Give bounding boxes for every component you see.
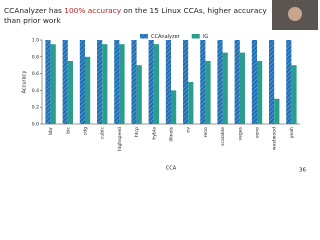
bar [291, 65, 297, 124]
bar [234, 40, 240, 124]
bar [239, 52, 245, 124]
x-tick-label: highspeed [117, 127, 123, 151]
slide-title-line2: than prior work [4, 16, 61, 25]
bar [79, 40, 85, 124]
x-tick-label: cdg [83, 127, 89, 135]
bar [136, 65, 142, 124]
x-tick-label: bic [65, 127, 71, 134]
page-number: 36 [299, 168, 306, 174]
bar [200, 40, 206, 124]
bar [85, 56, 91, 124]
title-highlight: 100% accuracy [64, 6, 121, 15]
x-axis-label: CCA [166, 166, 177, 172]
x-tick-label: westwood [272, 127, 278, 150]
y-tick-label: 0.4 [32, 88, 39, 94]
bar [188, 82, 194, 124]
bar [286, 40, 292, 124]
legend-swatch [140, 34, 148, 39]
bar [131, 40, 137, 124]
bar [148, 40, 154, 124]
bar [165, 40, 171, 124]
bar [97, 40, 103, 124]
bar [183, 40, 189, 124]
x-tick-label: vegas [238, 126, 243, 140]
bar [274, 98, 280, 124]
bar [205, 61, 211, 124]
slide: CCAnalyzer has 100% accuracy on the 15 L… [4, 0, 318, 174]
bar [171, 90, 177, 124]
page: CCAnalyzer has 100% accuracy on the 15 L… [4, 0, 318, 174]
bar [45, 40, 51, 124]
bar [102, 44, 108, 125]
x-tick-label: cubic [100, 127, 106, 140]
x-tick-label: illinois [169, 126, 175, 141]
legend-swatch [191, 34, 200, 39]
x-tick-label: bbr [48, 127, 54, 135]
slide-title: CCAnalyzer has 100% accuracy on the 15 L… [4, 6, 267, 15]
x-tick-label: nv [187, 127, 192, 133]
title-part: on the 15 Linux CCAs, higher accuracy [121, 6, 267, 15]
bar [217, 40, 223, 124]
title-part: CCAnalyzer has [4, 6, 64, 15]
x-tick-label: veno [256, 127, 261, 138]
chart: 0.0 0.2 0.4 0.6 0.8 1.0 Accuracy CCA bbr bic cdg cu… [22, 34, 300, 172]
y-tick-label: 0.8 [32, 54, 39, 60]
bar [153, 44, 159, 125]
bar [50, 44, 56, 125]
y-tick-label: 1.0 [32, 38, 39, 44]
legend-label: CCAnalyzer [151, 34, 181, 40]
y-tick-label: 0.2 [32, 105, 39, 111]
x-tick-label: yeah [289, 127, 295, 138]
y-tick-label: 0.6 [32, 71, 39, 77]
bar [269, 40, 275, 124]
x-tick-label: htcp [134, 127, 140, 137]
y-tick-label: 0.0 [32, 122, 39, 128]
bar [251, 40, 257, 124]
legend-label: IG [203, 34, 208, 40]
x-tick-label: reno [203, 127, 209, 138]
bar [222, 52, 228, 124]
bar [67, 61, 73, 124]
x-tick-label: hybla [151, 127, 157, 140]
y-axis-label: Accuracy [22, 71, 28, 94]
bar [62, 40, 68, 124]
bar [257, 61, 263, 124]
x-tick-label: scalable [220, 127, 226, 146]
speaker-face [288, 7, 302, 21]
bar [114, 40, 120, 124]
bar [119, 44, 125, 125]
